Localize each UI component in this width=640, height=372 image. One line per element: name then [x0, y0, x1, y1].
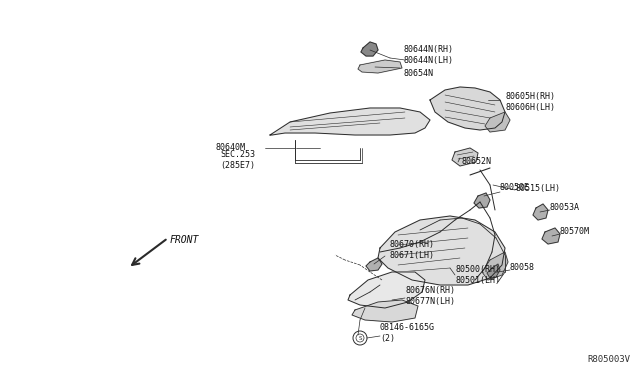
Polygon shape	[366, 258, 382, 271]
Text: 80605H(RH)
80606H(LH): 80605H(RH) 80606H(LH)	[505, 92, 555, 112]
Text: 80676N(RH)
80677N(LH): 80676N(RH) 80677N(LH)	[405, 286, 455, 306]
Text: 80515(LH): 80515(LH)	[515, 183, 560, 192]
Text: 80570M: 80570M	[560, 228, 590, 237]
Text: SEC.253
(285E7): SEC.253 (285E7)	[220, 150, 255, 170]
Polygon shape	[430, 87, 505, 130]
Polygon shape	[542, 228, 560, 244]
Text: 80053A: 80053A	[550, 203, 580, 212]
Polygon shape	[378, 216, 505, 285]
Polygon shape	[487, 264, 500, 278]
Text: 80644N(RH)
80644N(LH): 80644N(RH) 80644N(LH)	[403, 45, 453, 65]
Text: S: S	[358, 336, 362, 340]
Polygon shape	[270, 108, 430, 135]
Polygon shape	[452, 148, 478, 166]
Polygon shape	[358, 60, 402, 73]
Text: 80652N: 80652N	[462, 157, 492, 167]
Text: 08146-6165G
(2): 08146-6165G (2)	[380, 323, 435, 343]
Text: 80058: 80058	[510, 263, 535, 273]
Polygon shape	[485, 112, 510, 132]
Text: 80050E: 80050E	[500, 183, 530, 192]
Text: 80640M: 80640M	[215, 144, 245, 153]
Text: FRONT: FRONT	[170, 235, 200, 245]
Text: R805003V: R805003V	[587, 355, 630, 364]
Polygon shape	[352, 300, 418, 322]
Text: 80500(RH)
80501(LH): 80500(RH) 80501(LH)	[455, 265, 500, 285]
Polygon shape	[533, 204, 548, 220]
Text: 80670(RH)
80671(LH): 80670(RH) 80671(LH)	[390, 240, 435, 260]
Text: 80654N: 80654N	[403, 68, 433, 77]
Polygon shape	[474, 193, 490, 208]
Polygon shape	[482, 252, 508, 280]
Polygon shape	[361, 42, 378, 56]
Polygon shape	[348, 272, 425, 308]
